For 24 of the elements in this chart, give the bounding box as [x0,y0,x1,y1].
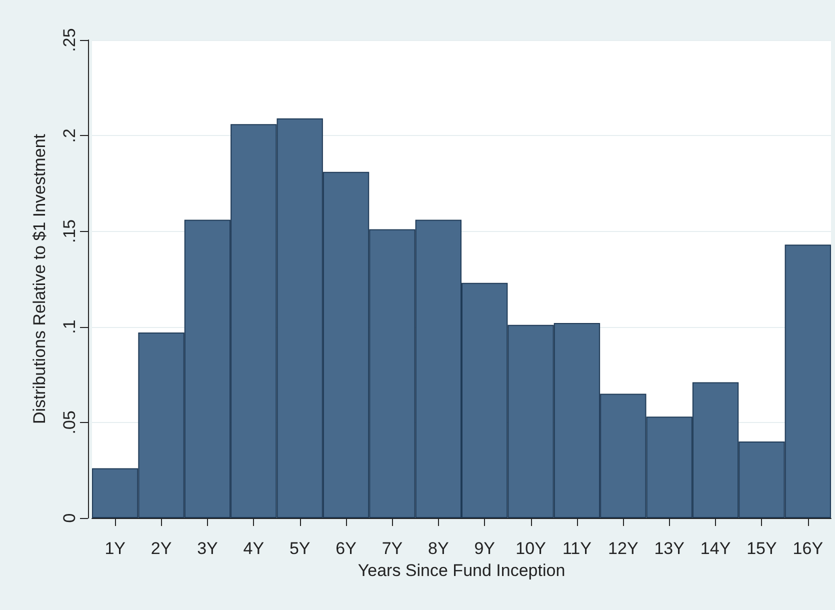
x-tick-label: 16Y [792,539,824,558]
x-tick-label: 1Y [104,539,126,558]
y-tick-label: .25 [60,28,79,52]
x-tick-label: 14Y [700,539,731,558]
x-tick-label: 7Y [382,539,403,558]
x-tick-label: 11Y [562,539,592,558]
x-tick-label: 8Y [428,539,449,558]
y-tick-label: .05 [60,410,79,434]
x-tick-label: 9Y [474,539,495,558]
x-tick-label: 5Y [289,539,310,558]
x-tick-label: 13Y [654,539,684,558]
y-tick-label: .2 [60,128,79,143]
y-tick-label: .15 [60,219,79,244]
x-tick-label: 10Y [516,539,546,558]
y-axis-title: Distributions Relative to $1 Investment [30,134,49,424]
x-tick-label: 3Y [197,539,218,558]
y-tick-label: .1 [60,320,79,334]
x-tick-label: 6Y [336,539,356,558]
x-tick-label: 15Y [746,539,777,558]
x-tick-label: 2Y [150,539,172,558]
x-axis-title: Years Since Fund Inception [358,560,566,580]
x-tick-label: 4Y [243,539,264,558]
y-tick-label: 0 [60,513,79,523]
x-tick-label: 12Y [608,539,638,558]
